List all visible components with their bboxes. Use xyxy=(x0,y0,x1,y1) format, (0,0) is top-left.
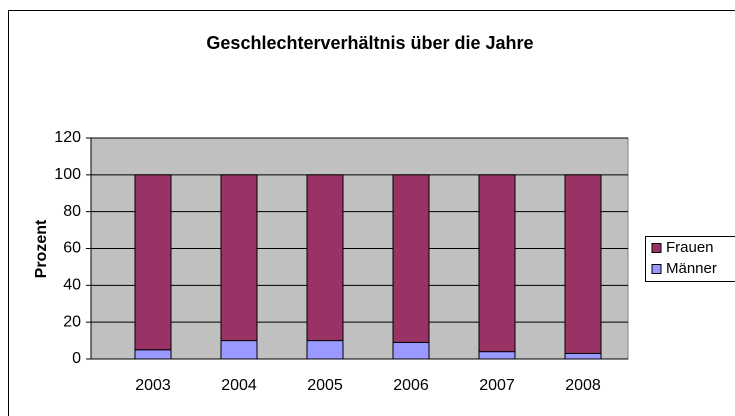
x-tick-label: 2004 xyxy=(221,377,257,394)
bar-segment xyxy=(392,341,430,360)
x-tick-label: 2005 xyxy=(307,377,343,394)
legend-swatch xyxy=(651,243,662,253)
x-tick-label: 2008 xyxy=(565,377,601,394)
bar-segment xyxy=(306,340,344,360)
y-tick-label: 40 xyxy=(63,277,81,294)
bar-segment xyxy=(220,340,258,360)
y-tick-label: 20 xyxy=(63,313,81,330)
legend-label: Männer xyxy=(666,260,717,277)
bar-segment xyxy=(134,349,172,360)
legend-swatch xyxy=(651,264,662,274)
y-tick-label: 80 xyxy=(63,203,81,220)
bar-segment xyxy=(306,174,344,342)
bar-segment xyxy=(564,352,602,360)
bar-segment xyxy=(392,174,430,343)
x-tick-label: 2003 xyxy=(135,377,171,394)
y-tick-label: 0 xyxy=(72,350,81,367)
chart-title: Geschlechterverhältnis über die Jahre xyxy=(206,33,533,53)
bar-segment xyxy=(564,174,602,354)
legend-label: Frauen xyxy=(666,239,714,256)
bar-segment xyxy=(478,351,516,360)
y-axis-label: Prozent xyxy=(33,219,50,278)
bar-segment xyxy=(478,174,516,353)
y-tick-label: 100 xyxy=(54,166,81,183)
x-tick-label: 2006 xyxy=(393,377,429,394)
y-tick-label: 120 xyxy=(54,129,81,146)
y-tick-label: 60 xyxy=(63,240,81,257)
bar-segment xyxy=(134,174,172,351)
x-tick-label: 2007 xyxy=(479,377,515,394)
bar-segment xyxy=(220,174,258,342)
